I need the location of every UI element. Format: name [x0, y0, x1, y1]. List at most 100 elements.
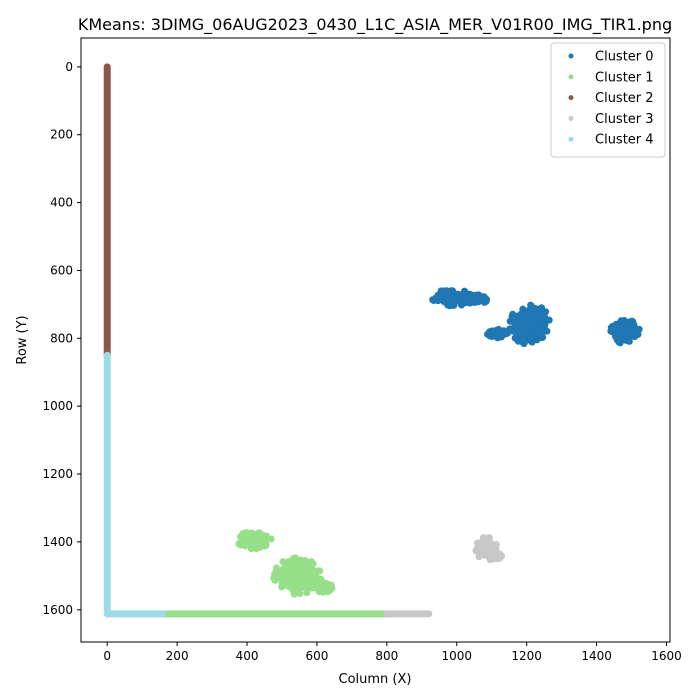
x-axis-ticks: 0 200 400 600 800 1000 1200 1400 1600 [103, 642, 682, 663]
data-point [537, 306, 545, 314]
data-point [304, 583, 312, 591]
data-point [626, 329, 634, 337]
legend-marker [568, 74, 574, 80]
data-point [437, 287, 445, 295]
data-point [321, 579, 329, 587]
data-point [323, 586, 331, 594]
data-point [611, 332, 619, 340]
data-point [475, 553, 483, 561]
data-point [527, 301, 535, 309]
data-point [288, 564, 296, 572]
data-point [267, 535, 275, 543]
data-point [248, 540, 256, 548]
x-tick-label: 600 [305, 649, 328, 663]
data-point [296, 573, 304, 581]
data-point [279, 558, 287, 566]
legend: Cluster 0 Cluster 1 Cluster 2 Cluster 3 Clus… [550, 42, 666, 158]
series-cluster-3 [383, 534, 506, 618]
x-axis-label: Column (X) [339, 672, 412, 687]
x-tick-label: 1000 [441, 649, 472, 663]
data-point [480, 293, 488, 301]
data-point [450, 301, 458, 309]
data-point [487, 541, 495, 549]
data-point [294, 588, 302, 596]
data-point [625, 337, 633, 345]
y-tick-label: 600 [50, 263, 73, 277]
data-point [519, 305, 527, 313]
y-tick-label: 1600 [42, 603, 73, 617]
data-point [472, 291, 480, 299]
data-point [519, 338, 527, 346]
plot-frame [80, 37, 671, 643]
data-point [307, 558, 315, 566]
data-point [303, 589, 311, 597]
x-tick-label: 1400 [581, 649, 612, 663]
legend-box [550, 42, 666, 158]
legend-marker [568, 136, 574, 142]
data-point [512, 324, 520, 332]
data-point [506, 317, 514, 325]
y-tick-label: 400 [50, 196, 73, 210]
y-axis-label: Row (Y) [15, 315, 30, 364]
data-point [631, 332, 639, 340]
data-point [503, 329, 511, 337]
data-point [491, 554, 499, 562]
data-point [630, 323, 638, 331]
y-tick-label: 0 [65, 60, 73, 74]
legend-entry-label: Cluster 2 [595, 91, 654, 106]
data-point [537, 329, 545, 337]
data-point [473, 547, 481, 555]
legend-entry-label: Cluster 0 [595, 50, 654, 65]
data-point [489, 327, 497, 335]
series-cluster-4 [103, 351, 167, 618]
data-point [290, 554, 298, 562]
y-tick-label: 200 [50, 128, 73, 142]
x-tick-label: 400 [236, 649, 259, 663]
data-point [520, 316, 528, 324]
y-axis-ticks: 0 200 400 600 800 1000 1200 1400 1600 [42, 60, 81, 617]
x-tick-label: 1600 [651, 649, 682, 663]
legend-marker [568, 115, 574, 121]
y-tick-label: 800 [50, 331, 73, 345]
data-point [282, 574, 290, 582]
series-cluster-0 [429, 287, 643, 348]
x-tick-label: 800 [375, 649, 398, 663]
data-point [536, 313, 544, 321]
data-point [443, 287, 451, 295]
data-point [520, 331, 528, 339]
legend-marker [568, 53, 574, 59]
data-point [296, 557, 304, 565]
chart-title: KMeans: 3DIMG_06AUG2023_0430_L1C_ASIA_ME… [78, 15, 672, 35]
x-tick-label: 0 [103, 649, 111, 663]
y-tick-label: 1000 [42, 399, 73, 413]
legend-entry-label: Cluster 4 [595, 133, 654, 148]
data-point [312, 568, 320, 576]
data-point [607, 324, 615, 332]
data-point [256, 540, 264, 548]
data-point [545, 316, 553, 324]
data-point [612, 320, 620, 328]
x-tick-label: 1200 [511, 649, 542, 663]
data-point [241, 530, 249, 538]
series-cluster-1 [159, 529, 391, 618]
y-tick-label: 1200 [42, 467, 73, 481]
y-tick-label: 1400 [42, 535, 73, 549]
data-point [450, 295, 458, 303]
data-point [429, 296, 437, 304]
data-point [464, 295, 472, 303]
legend-entry-label: Cluster 3 [595, 112, 654, 127]
data-point [494, 333, 502, 341]
data-point [278, 583, 286, 591]
data-points [103, 63, 643, 618]
data-point [525, 307, 533, 315]
data-point [271, 576, 279, 584]
data-point [527, 335, 535, 343]
data-point [259, 531, 267, 539]
data-point [527, 322, 535, 330]
data-point [617, 317, 625, 325]
x-tick-label: 200 [166, 649, 189, 663]
data-point [272, 568, 280, 576]
legend-entry-label: Cluster 1 [595, 70, 654, 85]
legend-marker [568, 95, 574, 101]
